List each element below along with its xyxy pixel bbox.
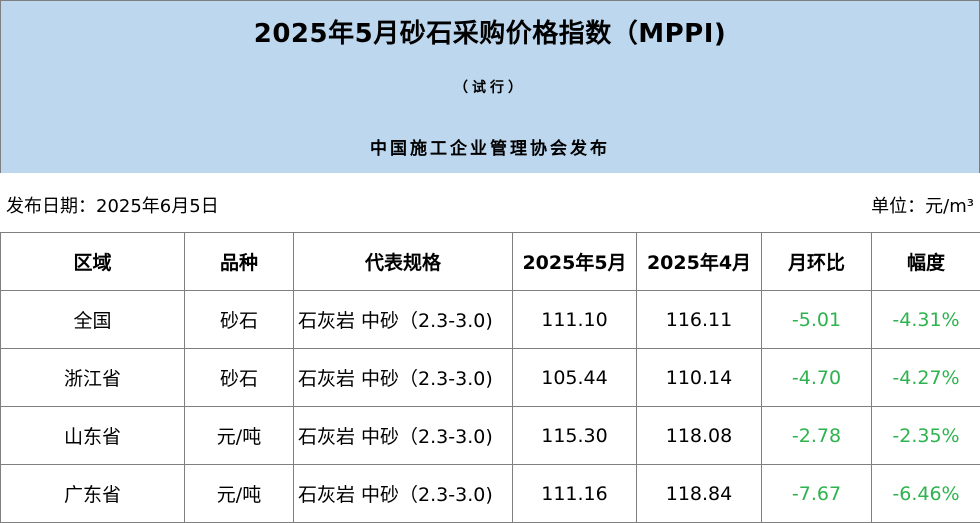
info-row: 发布日期：2025年6月5日 单位：元/m³ [0,173,980,231]
table-row: 山东省 元/吨 石灰岩 中砂（2.3-3.0) 115.30 118.08 -2… [0,406,980,465]
table-header-row: 区域 品种 代表规格 2025年5月 2025年4月 月环比 幅度 [0,232,980,291]
header-range: 幅度 [871,232,980,291]
header-variety: 品种 [184,232,294,291]
price-table: 区域 品种 代表规格 2025年5月 2025年4月 月环比 幅度 全国 砂石 … [0,232,980,523]
title-banner: 2025年5月砂石采购价格指数（MPPI) （试行） 中国施工企业管理协会发布 [0,0,980,174]
cell-spec: 石灰岩 中砂（2.3-3.0) [293,464,513,523]
header-spec: 代表规格 [293,232,513,291]
cell-variety: 元/吨 [184,464,294,523]
header-mom: 月环比 [761,232,872,291]
cell-may: 111.16 [512,464,637,523]
table-row: 浙江省 砂石 石灰岩 中砂（2.3-3.0) 105.44 110.14 -4.… [0,348,980,407]
cell-range: -6.46% [871,464,980,523]
release-date: 发布日期：2025年6月5日 [6,196,219,217]
cell-may: 115.30 [512,406,637,465]
table-row: 全国 砂石 石灰岩 中砂（2.3-3.0) 111.10 116.11 -5.0… [0,290,980,349]
cell-region: 广东省 [0,464,185,523]
unit-label: 单位：元/m³ [871,196,974,217]
cell-range: -2.35% [871,406,980,465]
page-title: 2025年5月砂石采购价格指数（MPPI) [253,19,727,49]
trial-subtitle: （试行） [454,80,526,96]
cell-region: 全国 [0,290,185,349]
cell-mom: -7.67 [761,464,872,523]
publisher-line: 中国施工企业管理协会发布 [370,139,610,159]
cell-mom: -2.78 [761,406,872,465]
cell-range: -4.27% [871,348,980,407]
header-may: 2025年5月 [512,232,637,291]
cell-spec: 石灰岩 中砂（2.3-3.0) [293,348,513,407]
cell-may: 105.44 [512,348,637,407]
cell-region: 浙江省 [0,348,185,407]
cell-variety: 元/吨 [184,406,294,465]
cell-spec: 石灰岩 中砂（2.3-3.0) [293,290,513,349]
cell-spec: 石灰岩 中砂（2.3-3.0) [293,406,513,465]
cell-variety: 砂石 [184,348,294,407]
header-april: 2025年4月 [636,232,762,291]
cell-april: 116.11 [636,290,762,349]
cell-region: 山东省 [0,406,185,465]
cell-mom: -4.70 [761,348,872,407]
cell-april: 118.08 [636,406,762,465]
cell-april: 118.84 [636,464,762,523]
cell-variety: 砂石 [184,290,294,349]
table-row: 广东省 元/吨 石灰岩 中砂（2.3-3.0) 111.16 118.84 -7… [0,464,980,523]
cell-range: -4.31% [871,290,980,349]
cell-may: 111.10 [512,290,637,349]
cell-mom: -5.01 [761,290,872,349]
cell-april: 110.14 [636,348,762,407]
header-region: 区域 [0,232,185,291]
